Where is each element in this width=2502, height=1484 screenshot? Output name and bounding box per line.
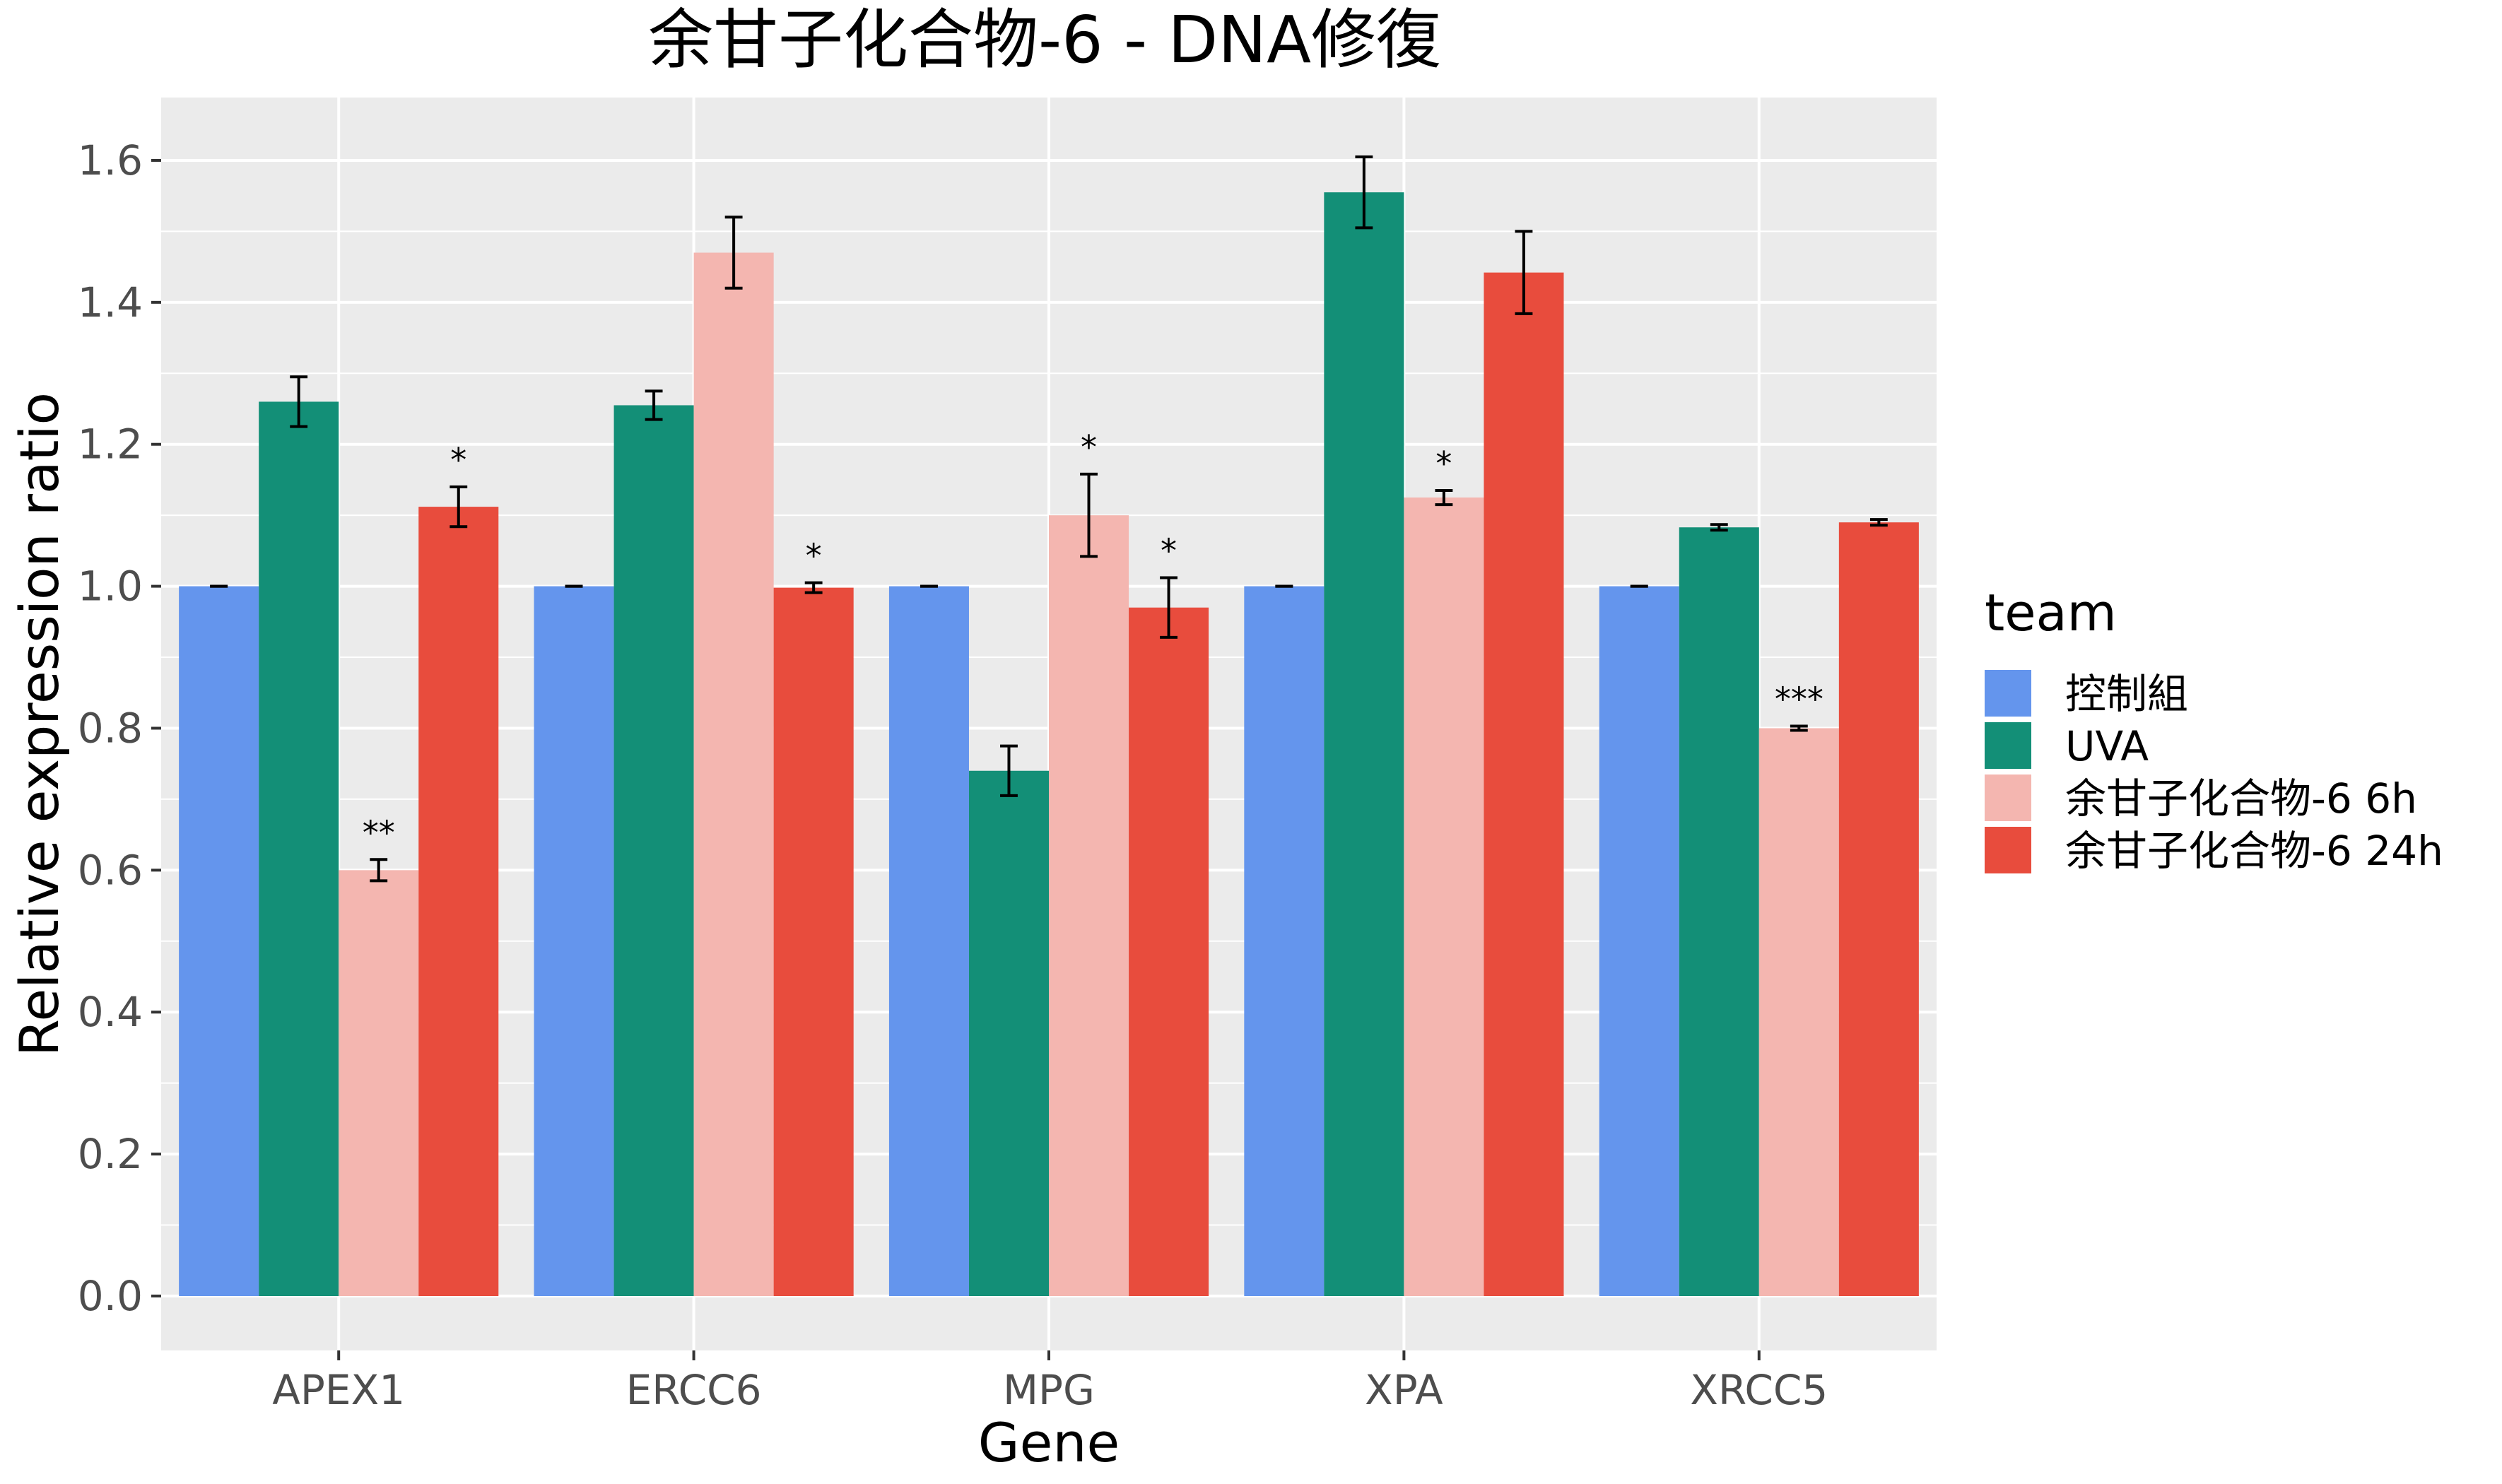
y-axis-label: Relative expression ratio — [8, 392, 71, 1056]
y-tick-label: 0.2 — [78, 1130, 143, 1178]
y-tick-label: 0.4 — [78, 988, 143, 1036]
x-tick-label: MPG — [1003, 1366, 1095, 1414]
bar — [339, 870, 419, 1296]
legend-label: 余甘子化合物-6 6h — [2065, 775, 2417, 823]
y-tick-label: 0.8 — [78, 704, 143, 752]
bar — [1244, 586, 1325, 1296]
significance-label: *** — [1775, 680, 1823, 718]
x-tick-label: XPA — [1365, 1366, 1443, 1414]
significance-label: ** — [363, 813, 395, 852]
bar — [693, 252, 774, 1297]
x-tick-label: ERCC6 — [626, 1366, 762, 1414]
significance-label: * — [1081, 428, 1097, 466]
bar — [179, 586, 259, 1296]
bar — [259, 401, 339, 1296]
bar — [1049, 515, 1129, 1297]
bar — [1404, 497, 1484, 1296]
significance-label: * — [450, 441, 466, 479]
y-axis-ticks: 0.0 0.2 0.4 0.6 0.8 1.0 1.2 1.4 1.6 — [78, 136, 161, 1320]
bar — [968, 770, 1049, 1296]
legend-key — [1985, 722, 2031, 769]
bar — [1679, 527, 1759, 1296]
significance-label: * — [806, 537, 822, 575]
bar — [1129, 607, 1209, 1296]
x-tick-label: APEX1 — [272, 1366, 405, 1414]
bar — [888, 586, 969, 1296]
bar — [534, 586, 614, 1296]
legend-key — [1985, 827, 2031, 873]
bars: *** ****** * — [179, 155, 1919, 1297]
legend-key — [1985, 775, 2031, 821]
significance-label: * — [1435, 444, 1452, 483]
y-tick-label: 1.2 — [78, 420, 143, 469]
bar — [1838, 522, 1919, 1296]
y-tick-label: 0.6 — [78, 846, 143, 894]
legend-title: team — [1985, 583, 2117, 642]
legend-label: 余甘子化合物-6 24h — [2065, 827, 2443, 875]
chart-title: 余甘子化合物-6 - DNA修復 — [648, 2, 1441, 78]
bar — [1484, 272, 1564, 1296]
y-tick-label: 1.6 — [78, 136, 143, 184]
y-tick-label: 1.0 — [78, 563, 143, 611]
bar — [613, 405, 694, 1296]
bar — [1324, 192, 1404, 1297]
significance-label: * — [1161, 532, 1177, 570]
legend-key — [1985, 670, 2031, 717]
y-tick-label: 1.4 — [78, 278, 143, 326]
x-tick-label: XRCC5 — [1690, 1366, 1828, 1414]
bar — [418, 507, 499, 1296]
bar — [773, 587, 854, 1296]
legend-label: UVA — [2065, 722, 2149, 770]
bar — [1758, 728, 1839, 1296]
bar — [1599, 586, 1679, 1296]
x-axis-ticks: APEX1 ERCC6 MPG XPA XRCC5 — [272, 1350, 1828, 1414]
x-axis-label: Gene — [978, 1411, 1120, 1474]
legend-label: 控制組 — [2065, 670, 2188, 718]
y-tick-label: 0.0 — [78, 1272, 143, 1320]
